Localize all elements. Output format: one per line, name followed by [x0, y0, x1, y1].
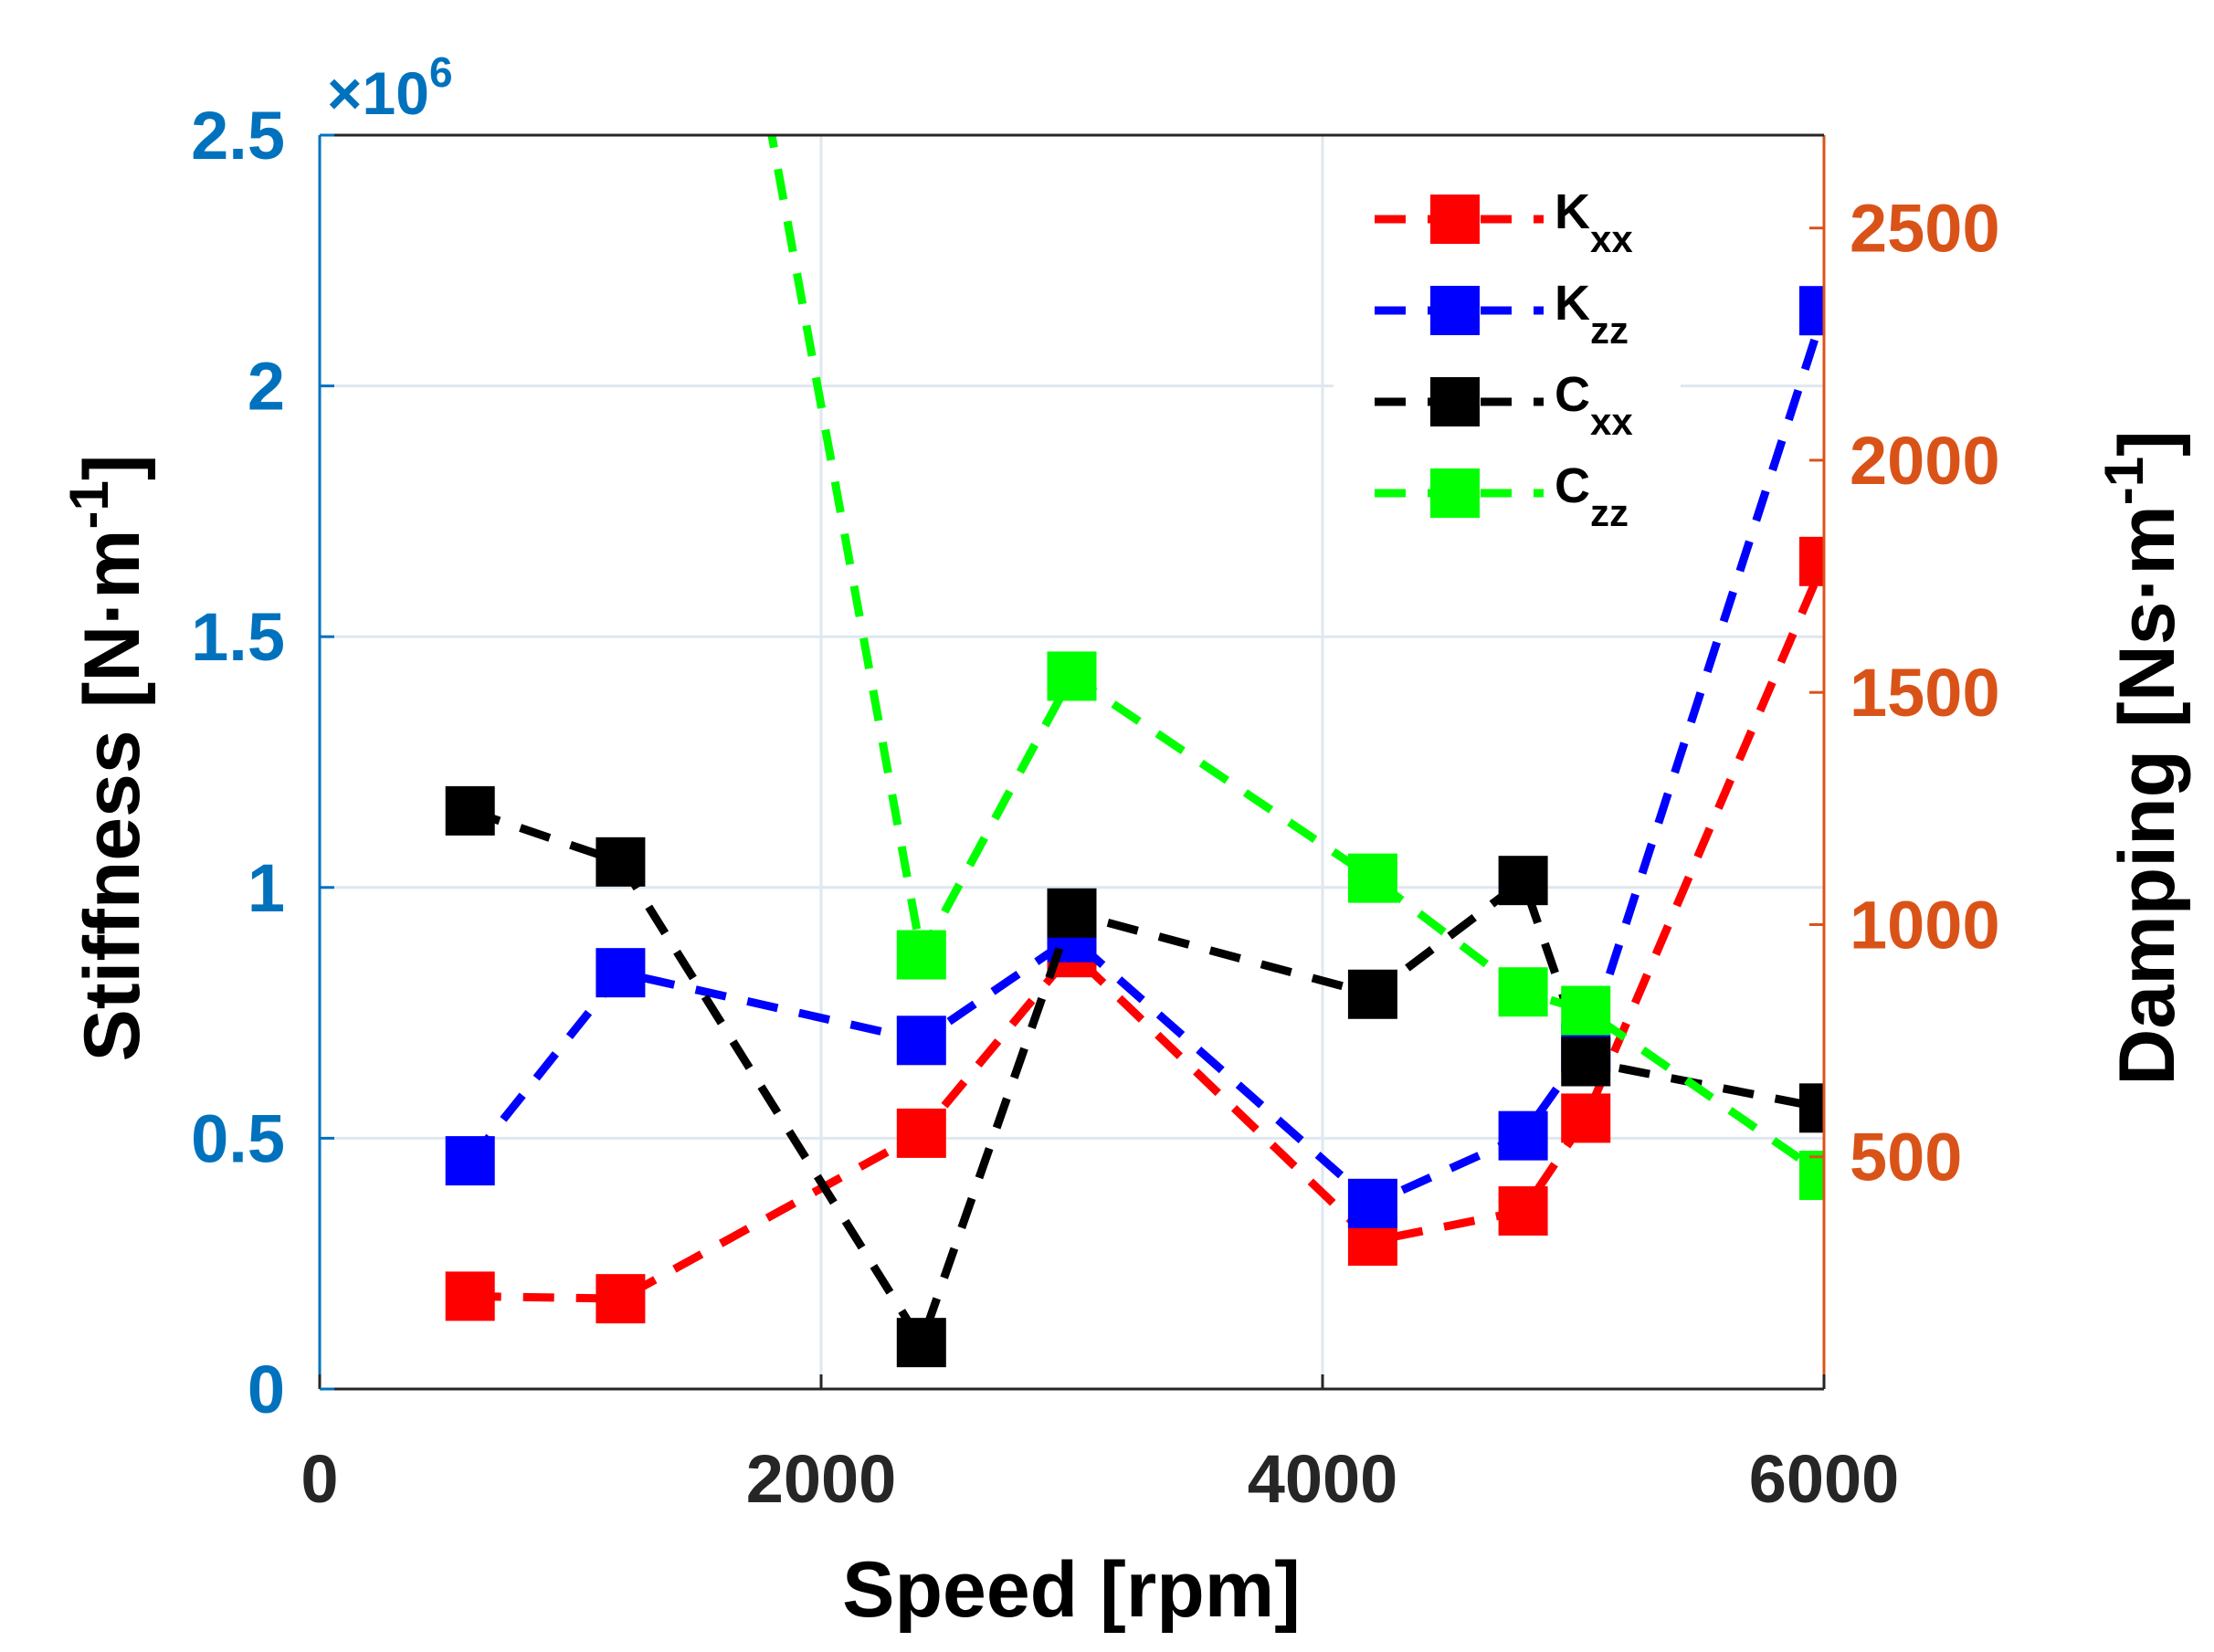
right-tick-label-4: 2500: [1850, 191, 2000, 267]
left-tick-label-3: 1.5: [191, 599, 285, 675]
legend-item-czz: Czz: [1375, 458, 1629, 534]
right-tick-label-1: 1000: [1850, 887, 2000, 963]
right-y-axis-title-main: Damping [Ns·m: [2103, 505, 2191, 1085]
left-tick-label-4: 2: [248, 349, 285, 425]
x-axis-title: Speed [rpm]: [842, 1546, 1301, 1634]
legend-marker-cxx: [1430, 377, 1480, 426]
marker-kxx-0: [445, 1271, 495, 1321]
marker-czz-5: [1561, 985, 1611, 1036]
marker-kxx-6: [1561, 1093, 1611, 1143]
series-czz: [767, 135, 1824, 1201]
marker-cxx-7: [1799, 1083, 1824, 1133]
left-axis-exponent-prefix: ×10: [327, 59, 429, 127]
tick-labels: 0 2000 4000 6000 0 0.5 1 1.5 2 2.5 500 1000 1500 2000…: [191, 98, 2000, 1517]
x-tick-label-3: 6000: [1749, 1441, 1900, 1517]
marker-czz-6: [1799, 1151, 1824, 1201]
x-tick-label-0: 0: [300, 1441, 338, 1517]
marker-kzz-1: [596, 948, 646, 998]
marker-cxx-1: [596, 837, 646, 887]
legend-box: [1334, 164, 1681, 539]
left-tick-label-0: 0: [248, 1352, 285, 1427]
legend-item-kxx: Kxx: [1375, 184, 1633, 260]
right-y-axis-title-sup: -1: [2093, 457, 2155, 505]
marker-kzz-0: [445, 1136, 495, 1186]
left-axis-exponent-power: 6: [429, 48, 453, 96]
legend-marker-czz: [1430, 468, 1480, 518]
marker-czz-1: [896, 930, 946, 980]
x-tick-label-2: 4000: [1248, 1441, 1398, 1517]
legend-label-main-czz: C: [1555, 458, 1590, 513]
series-cxx: [445, 785, 1824, 1368]
legend-label-sub-cxx: xx: [1590, 400, 1633, 443]
legend-label-main-cxx: C: [1555, 367, 1590, 422]
marker-cxx-2: [896, 1318, 946, 1368]
legend-label-sub-kzz: zz: [1590, 309, 1629, 352]
legend-label-sub-czz: zz: [1590, 491, 1629, 534]
legend-marker-kxx: [1430, 195, 1480, 244]
series-line-cxx: [469, 806, 1824, 1352]
legend-label-main-kxx: K: [1555, 184, 1590, 239]
right-y-axis-title: Damping [Ns·m-1]: [2093, 430, 2191, 1085]
legend-label-main-kzz: K: [1555, 276, 1590, 331]
x-tick-label-1: 2000: [746, 1441, 897, 1517]
left-y-axis-title-main: Stiffness [N·m: [69, 530, 156, 1062]
marker-cxx-5: [1498, 856, 1548, 906]
marker-kxx-2: [896, 1108, 946, 1158]
marker-kzz-4: [1347, 1178, 1397, 1228]
legend-label-kxx: Kxx: [1555, 184, 1633, 260]
marker-czz-4: [1498, 967, 1548, 1017]
left-y-axis-title-sup: -1: [58, 480, 120, 529]
left-tick-label-5: 2.5: [191, 98, 285, 174]
right-tick-label-3: 2000: [1850, 423, 2000, 499]
legend-label-kzz: Kzz: [1555, 276, 1629, 352]
right-tick-label-2: 1500: [1850, 655, 2000, 731]
legend-item-kzz: Kzz: [1375, 276, 1629, 352]
series-layer: [445, 135, 1824, 1368]
legend-marker-kzz: [1430, 286, 1480, 335]
marker-cxx-6: [1561, 1036, 1611, 1087]
series-kxx: [445, 536, 1824, 1324]
marker-cxx-4: [1347, 969, 1397, 1019]
left-y-axis-title-close: ]: [69, 455, 156, 481]
left-axis-exponent: ×106: [327, 48, 453, 127]
marker-kxx-5: [1498, 1186, 1548, 1236]
marker-kzz-5: [1498, 1110, 1548, 1161]
marker-kzz-2: [896, 1015, 946, 1066]
marker-kxx-7: [1799, 536, 1824, 586]
left-tick-label-2: 1: [248, 850, 285, 926]
left-tick-label-1: 0.5: [191, 1100, 285, 1176]
legend-label-czz: Czz: [1555, 458, 1629, 534]
left-y-axis-title: Stiffness [N·m-1]: [58, 455, 156, 1062]
right-y-axis-title-close: ]: [2103, 430, 2191, 457]
marker-czz-2: [1047, 651, 1097, 701]
marker-czz-3: [1347, 853, 1397, 903]
legend-item-cxx: Cxx: [1375, 367, 1633, 443]
marker-cxx-0: [445, 785, 495, 836]
axes: [318, 133, 1826, 1391]
legend-label-sub-kxx: xx: [1590, 217, 1633, 260]
marker-cxx-3: [1047, 888, 1097, 938]
right-tick-label-0: 500: [1850, 1120, 1962, 1195]
legend-label-cxx: Cxx: [1555, 367, 1633, 443]
marker-kzz-7: [1799, 286, 1824, 336]
marker-kxx-1: [596, 1274, 646, 1324]
